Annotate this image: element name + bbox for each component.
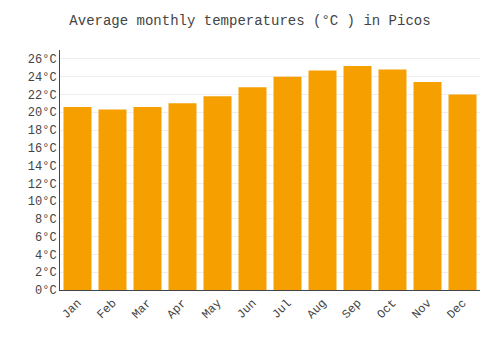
svg-text:4°C: 4°C bbox=[35, 249, 57, 263]
svg-text:2°C: 2°C bbox=[35, 266, 57, 280]
svg-text:May: May bbox=[199, 297, 224, 322]
svg-text:6°C: 6°C bbox=[35, 231, 57, 245]
svg-text:12°C: 12°C bbox=[28, 178, 57, 192]
svg-text:24°C: 24°C bbox=[28, 71, 57, 85]
svg-text:10°C: 10°C bbox=[28, 195, 57, 209]
svg-text:18°C: 18°C bbox=[28, 124, 57, 138]
svg-text:Oct: Oct bbox=[374, 297, 399, 322]
svg-text:Dec: Dec bbox=[444, 297, 469, 322]
svg-text:Sep: Sep bbox=[339, 297, 364, 322]
svg-text:22°C: 22°C bbox=[28, 89, 57, 103]
svg-text:Average monthly temperatures (: Average monthly temperatures (°C ) in Pi… bbox=[69, 13, 430, 29]
svg-text:Jan: Jan bbox=[59, 297, 84, 322]
svg-text:Feb: Feb bbox=[94, 297, 119, 322]
svg-text:14°C: 14°C bbox=[28, 160, 57, 174]
svg-text:Jul: Jul bbox=[269, 297, 294, 322]
svg-text:20°C: 20°C bbox=[28, 106, 57, 120]
svg-text:Apr: Apr bbox=[164, 297, 189, 322]
svg-text:Nov: Nov bbox=[409, 297, 434, 322]
svg-text:Mar: Mar bbox=[129, 297, 154, 322]
svg-text:26°C: 26°C bbox=[28, 53, 57, 67]
svg-text:Jun: Jun bbox=[234, 297, 259, 322]
svg-text:16°C: 16°C bbox=[28, 142, 57, 156]
svg-text:Aug: Aug bbox=[304, 297, 329, 322]
svg-text:8°C: 8°C bbox=[35, 213, 57, 227]
svg-text:0°C: 0°C bbox=[35, 284, 57, 298]
